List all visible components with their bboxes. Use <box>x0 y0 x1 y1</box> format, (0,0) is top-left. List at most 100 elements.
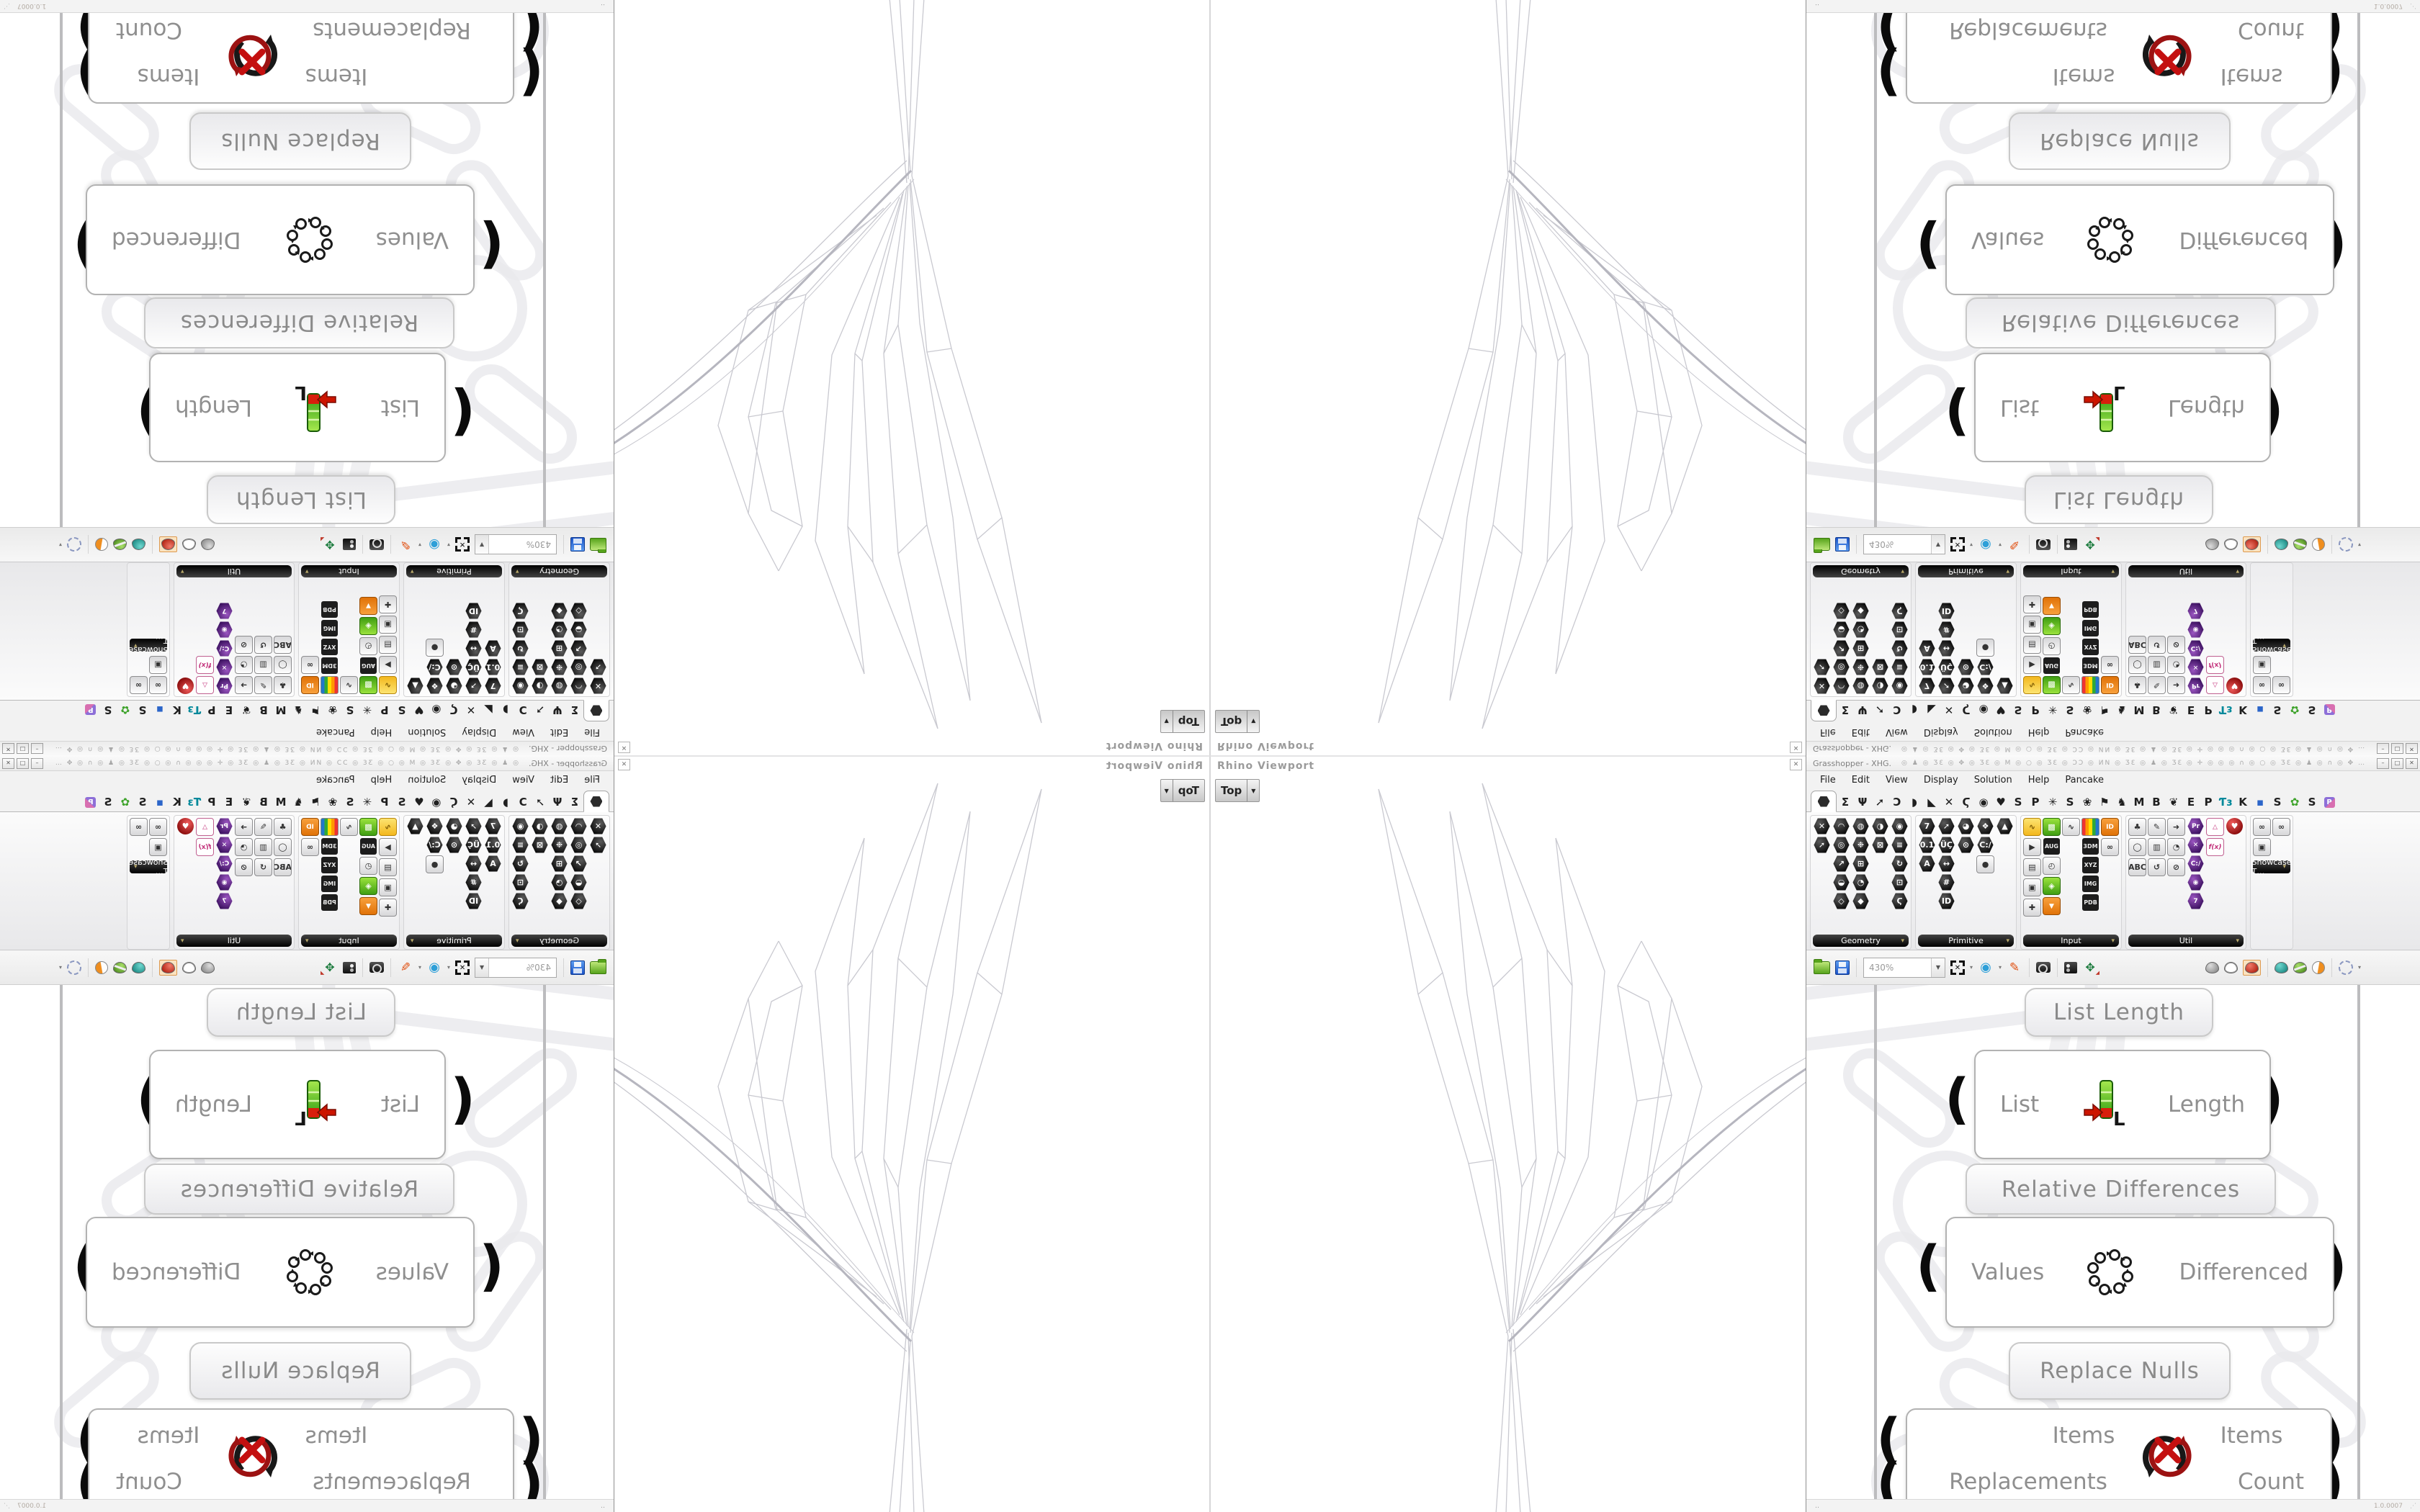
palette-component-icon[interactable]: ∞ <box>2253 676 2271 694</box>
input-port-label[interactable]: Values <box>1971 227 2045 253</box>
palette-component-icon[interactable]: 7 <box>485 818 501 834</box>
maximize-icon[interactable]: □ <box>17 757 29 769</box>
palette-component-icon[interactable]: ∿ <box>2062 676 2080 694</box>
menu-item-file[interactable]: File <box>1820 726 1836 737</box>
palette-component-icon[interactable]: ➜ <box>2167 676 2185 694</box>
palette-component-icon[interactable]: IMG <box>2082 620 2099 636</box>
palette-component-icon[interactable]: ⊞ <box>1852 855 1869 872</box>
palette-component-icon[interactable]: PDB <box>321 894 338 911</box>
palette-component-icon[interactable]: ✕ <box>590 678 606 694</box>
tab-category[interactable]: S <box>398 703 406 716</box>
palette-component-icon[interactable]: ≡ <box>512 659 529 675</box>
output-port-label[interactable]: Length <box>2168 1092 2245 1117</box>
palette-group-label[interactable]: Geometry <box>1813 935 1909 947</box>
tab-category[interactable]: ❦ <box>241 703 251 716</box>
preview-disable-icon[interactable] <box>2293 539 2307 551</box>
palette-component-icon[interactable]: ➚ <box>1814 659 1830 675</box>
tab-category[interactable]: ⚑ <box>2099 796 2110 809</box>
input-port-label[interactable]: Replacements <box>313 17 471 43</box>
palette-group-label[interactable]: Input <box>301 935 397 947</box>
palette-component-icon[interactable]: ◠ <box>570 678 587 694</box>
palette-component-icon[interactable]: ↗ <box>1833 855 1850 872</box>
tab-category[interactable]: ◣ <box>1927 703 1936 716</box>
selection-preview-icon[interactable] <box>2338 537 2353 552</box>
input-port-connector[interactable] <box>519 13 544 50</box>
palette-component-icon[interactable]: 3DM <box>321 657 338 674</box>
tab-category[interactable]: ⚑ <box>2099 703 2110 716</box>
palette-component-icon[interactable]: ↻ <box>1891 855 1908 872</box>
tab-category[interactable]: ❦ <box>2169 796 2179 809</box>
palette-component-icon[interactable]: ❖ <box>1977 678 1994 694</box>
palette-component-icon[interactable]: ◒ <box>570 874 587 891</box>
selection-preview-icon[interactable] <box>2338 960 2353 975</box>
tab-category[interactable]: S <box>346 703 354 716</box>
chevron-down-icon[interactable]: ▾ <box>418 541 421 548</box>
palette-component-icon[interactable]: ◉ <box>216 621 233 638</box>
input-port-connector[interactable] <box>1945 1077 1970 1120</box>
palette-component-icon[interactable]: ♣ <box>274 818 292 836</box>
tab-category[interactable]: Ↄ <box>1893 796 1901 809</box>
tab-category[interactable]: ❦ <box>2169 703 2179 716</box>
palette-component-icon[interactable]: ◉ <box>512 678 529 694</box>
palette-component-icon[interactable]: C:/ <box>426 659 443 675</box>
palette-component-icon[interactable]: ∿ <box>379 818 397 836</box>
zoom-level-combobox[interactable]: 430% ▼ <box>475 957 557 978</box>
group-label-list-length[interactable]: List Length <box>2025 475 2213 524</box>
menu-item-solution[interactable]: Solution <box>408 775 447 786</box>
tab-category[interactable]: ➚ <box>535 796 545 809</box>
tab-category[interactable]: ✿ <box>2290 703 2300 716</box>
chevron-down-icon[interactable]: ▼ <box>1931 535 1945 554</box>
preview-wireframe-icon[interactable] <box>2223 539 2238 551</box>
palette-component-icon[interactable]: ◉ <box>512 818 529 834</box>
tab-category[interactable]: ✿ <box>120 703 130 716</box>
output-port-label[interactable]: Items <box>137 1423 200 1449</box>
palette-component-icon[interactable]: ▥ <box>254 656 272 674</box>
palette-component-icon[interactable]: ➜ <box>235 676 253 694</box>
palette-component-icon[interactable]: ID <box>465 603 482 619</box>
palette-component-icon[interactable]: ∞ <box>2272 818 2290 836</box>
palette-component-icon[interactable]: C:/ <box>216 640 233 657</box>
tab-category[interactable]: Ↄ <box>519 703 527 716</box>
palette-component-icon[interactable]: ∞ <box>301 656 319 674</box>
tab-category[interactable]: M <box>2133 796 2145 809</box>
tab-category[interactable]: ➚ <box>535 703 545 716</box>
preview-off-icon[interactable] <box>201 539 215 551</box>
preview-material-icon[interactable] <box>95 538 109 552</box>
input-port-label[interactable]: Replacements <box>1949 17 2107 43</box>
menu-item-pancake[interactable]: Pancake <box>316 775 355 786</box>
component-list-length[interactable]: List L <box>1974 1050 2271 1159</box>
tab-category[interactable]: Σ <box>1841 703 1850 716</box>
input-port-connector[interactable] <box>519 1462 544 1499</box>
palette-component-icon[interactable]: IMG <box>2082 876 2099 892</box>
palette-component-icon[interactable]: ◔ <box>235 656 253 674</box>
palette-component-icon[interactable]: ▶ <box>379 656 397 674</box>
input-port-label[interactable]: List <box>380 395 420 420</box>
palette-component-icon[interactable]: ◯ <box>274 838 292 856</box>
preview-wireframe-icon[interactable] <box>2223 961 2238 973</box>
palette-component-icon[interactable]: ↺ <box>2148 636 2166 654</box>
palette-component-icon[interactable]: ◎ <box>570 659 587 675</box>
menu-item-help[interactable]: Help <box>370 726 393 737</box>
palette-component-icon[interactable]: IMG <box>321 876 338 892</box>
menu-item-edit[interactable]: Edit <box>1851 726 1870 737</box>
chevron-down-icon[interactable]: ▾ <box>1999 541 2002 548</box>
palette-component-icon[interactable]: C:/ <box>1977 837 1994 853</box>
component-replace-nulls[interactable]: Items Items Replacements Count <box>88 13 514 104</box>
palette-component-icon[interactable]: ◑ <box>532 818 548 834</box>
palette-component-icon[interactable]: ✕ <box>216 837 233 853</box>
palette-component-icon[interactable]: △ <box>2206 676 2224 694</box>
palette-group-label[interactable]: Geometry <box>511 565 607 577</box>
palette-component-icon[interactable]: ◍ <box>1852 818 1869 834</box>
tab-category[interactable]: ✿ <box>2290 796 2300 809</box>
palette-component-icon[interactable]: ABC <box>2128 636 2146 654</box>
component-replace-nulls[interactable]: Items Items Replacements Count <box>88 1408 514 1499</box>
palette-component-icon[interactable]: Pr <box>2187 818 2204 834</box>
palette-component-icon[interactable]: ◎ <box>1833 659 1850 675</box>
menu-item-display[interactable]: Display <box>1923 726 1958 737</box>
tab-category[interactable]: S <box>2273 703 2282 716</box>
input-port-label[interactable]: Items <box>2052 1423 2115 1449</box>
palette-component-icon[interactable]: ❉ <box>1852 659 1869 675</box>
zoom-extents-icon[interactable] <box>455 960 470 975</box>
minimize-icon[interactable]: – <box>31 743 43 755</box>
menu-item-help[interactable]: Help <box>2027 775 2050 786</box>
